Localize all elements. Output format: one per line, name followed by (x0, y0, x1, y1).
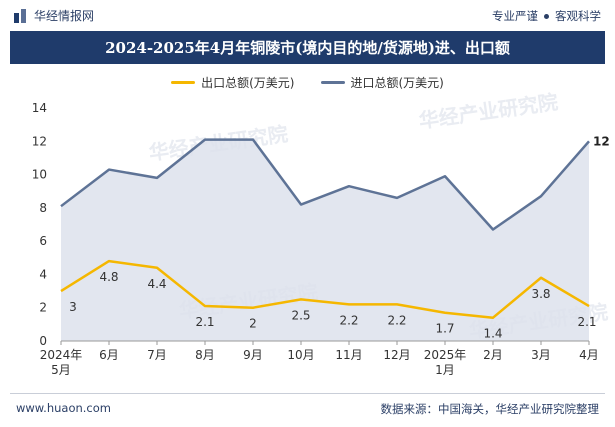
legend: 出口总额(万美元) 进口总额(万美元) (0, 72, 615, 92)
x-tick-label: 10月 (287, 348, 314, 362)
y-tick-label: 2 (39, 301, 47, 315)
slogan-left: 专业严谨 (492, 9, 538, 23)
import-area (61, 139, 589, 341)
y-tick-label: 10 (32, 168, 47, 182)
brand-logo-icon (14, 8, 28, 23)
x-tick-label: 2025年 1月 (424, 348, 467, 377)
export-data-label: 1.4 (483, 327, 502, 341)
import-line (60, 138, 590, 231)
brand: 华经情报网 (14, 7, 94, 24)
x-tick-label: 2月 (483, 348, 503, 362)
export-data-label: 2.2 (339, 313, 358, 327)
export-data-label: 2.5 (291, 308, 310, 322)
axes: 0 2 4 6 8 10 12 14 2024年 5月 6月 7月 8月 9月 10月 11月 12月 2025年… (32, 101, 599, 377)
y-tick-label: 14 (32, 101, 47, 115)
export-data-label: 4.4 (147, 277, 166, 291)
slogan-right: 客观科学 (555, 9, 601, 23)
footer-source: 数据来源：中国海关，华经产业研究院整理 (380, 402, 600, 416)
x-tick-label: 9月 (243, 348, 263, 362)
chart-title: 2024-2025年4月年铜陵市(境内目的地/货源地)进、出口额 (10, 31, 605, 64)
y-tick-label: 4 (39, 267, 47, 281)
export-data-label: 3 (69, 300, 77, 314)
export-data-label: 3.8 (531, 287, 550, 301)
export-data-label: 2.1 (195, 315, 214, 329)
y-tick-label: 6 (39, 234, 47, 248)
legend-label-export: 出口总额(万美元) (201, 75, 295, 90)
y-tick-label: 8 (39, 201, 47, 215)
slogan: 专业严谨 客观科学 (492, 8, 601, 24)
export-data-label: 1.7 (435, 322, 454, 336)
export-line (60, 259, 590, 319)
export-data-label: 2 (249, 317, 257, 331)
series-lines (60, 138, 590, 319)
top-bar: 华经情报网 专业严谨 客观科学 (0, 0, 615, 30)
footer-url: www.huaon.com (16, 401, 111, 415)
x-tick-label: 11月 (335, 348, 362, 362)
x-tick-label: 4月 (579, 348, 599, 362)
export-data-label: 2.1 (577, 315, 596, 329)
import-area-fill (61, 139, 589, 341)
slogan-dot-icon (544, 13, 549, 19)
x-tick-label: 3月 (531, 348, 551, 362)
export-data-label: 2.2 (387, 313, 406, 327)
x-tick-label: 12月 (383, 348, 410, 362)
x-tick-label: 8月 (195, 348, 215, 362)
x-tick-label: 2024年 5月 (40, 348, 83, 377)
y-tick-label: 12 (32, 134, 47, 148)
export-data-label: 4.8 (99, 270, 118, 284)
brand-name: 华经情报网 (34, 9, 95, 23)
y-tick-label: 0 (39, 334, 47, 348)
legend-swatch-export (171, 80, 196, 84)
data-labels: 3 4.8 4.4 2.1 2 2.5 2.2 2.2 1.7 1.4 3.8 2.1 12 (69, 134, 610, 340)
import-last-data-label: 12 (593, 134, 610, 148)
legend-swatch-import (320, 80, 345, 84)
legend-item-import: 进口总额(万美元) (320, 72, 444, 92)
x-tick-label: 7月 (147, 348, 167, 362)
footer: www.huaon.com 数据来源：中国海关，华经产业研究院整理 (10, 393, 605, 421)
legend-item-export: 出口总额(万美元) (171, 72, 295, 92)
legend-label-import: 进口总额(万美元) (350, 75, 444, 90)
x-tick-label: 6月 (99, 348, 119, 362)
watermark-0: 华经产业研究院 (417, 90, 559, 133)
